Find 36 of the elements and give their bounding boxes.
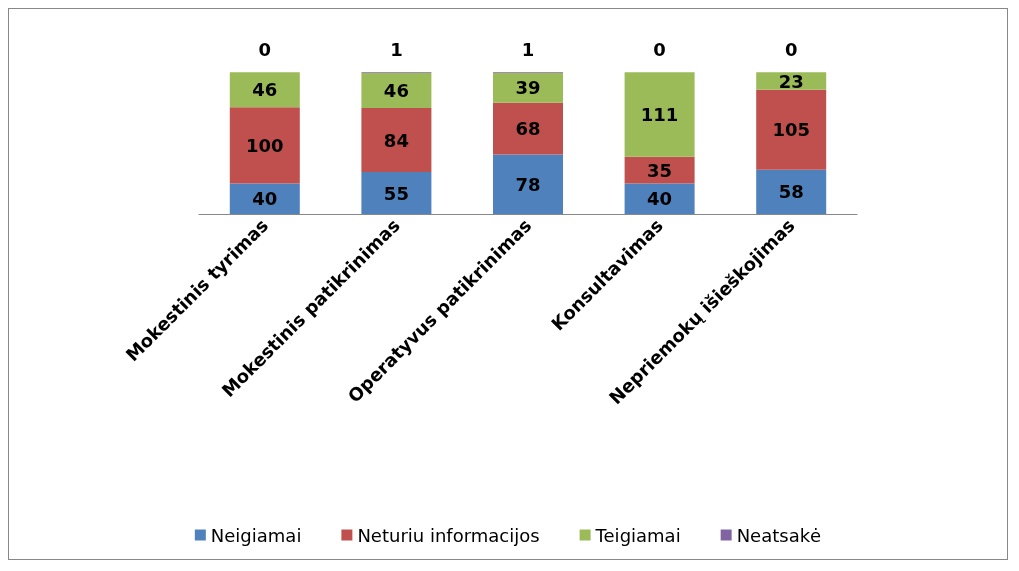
data-label: 1 <box>390 38 403 60</box>
data-label: 105 <box>772 119 810 141</box>
bar <box>229 72 300 108</box>
data-label: 46 <box>252 79 278 101</box>
data-label: 40 <box>252 188 278 210</box>
legend-label: Neigiamai <box>210 524 302 546</box>
data-label: 0 <box>653 38 666 60</box>
legend-label: Neturiu informacijos <box>357 524 540 546</box>
bar <box>756 169 827 214</box>
legend-label: Neatsakė <box>736 524 822 546</box>
data-label: 111 <box>640 104 679 126</box>
legend-label: Teigiamai <box>594 524 681 546</box>
bar <box>361 108 432 173</box>
bar <box>361 73 432 109</box>
bar <box>229 107 300 184</box>
data-label: 39 <box>515 77 541 99</box>
bar <box>493 73 563 103</box>
bar <box>361 172 432 214</box>
data-label: 0 <box>258 38 272 60</box>
data-label: 78 <box>515 173 541 195</box>
data-label: 68 <box>515 118 541 140</box>
bar <box>756 89 827 170</box>
data-label: 58 <box>778 181 804 203</box>
data-label: 46 <box>383 80 409 102</box>
bar <box>493 154 563 214</box>
data-label: 23 <box>778 70 804 92</box>
data-label: 55 <box>383 182 409 204</box>
data-label: 0 <box>784 38 798 60</box>
bar <box>493 102 563 155</box>
data-label: 40 <box>647 188 673 210</box>
data-label: 84 <box>383 129 409 151</box>
data-label: 1 <box>521 38 535 60</box>
bar <box>624 156 695 184</box>
data-label: 35 <box>647 159 673 181</box>
data-label: 100 <box>246 134 284 156</box>
bar <box>624 72 695 157</box>
